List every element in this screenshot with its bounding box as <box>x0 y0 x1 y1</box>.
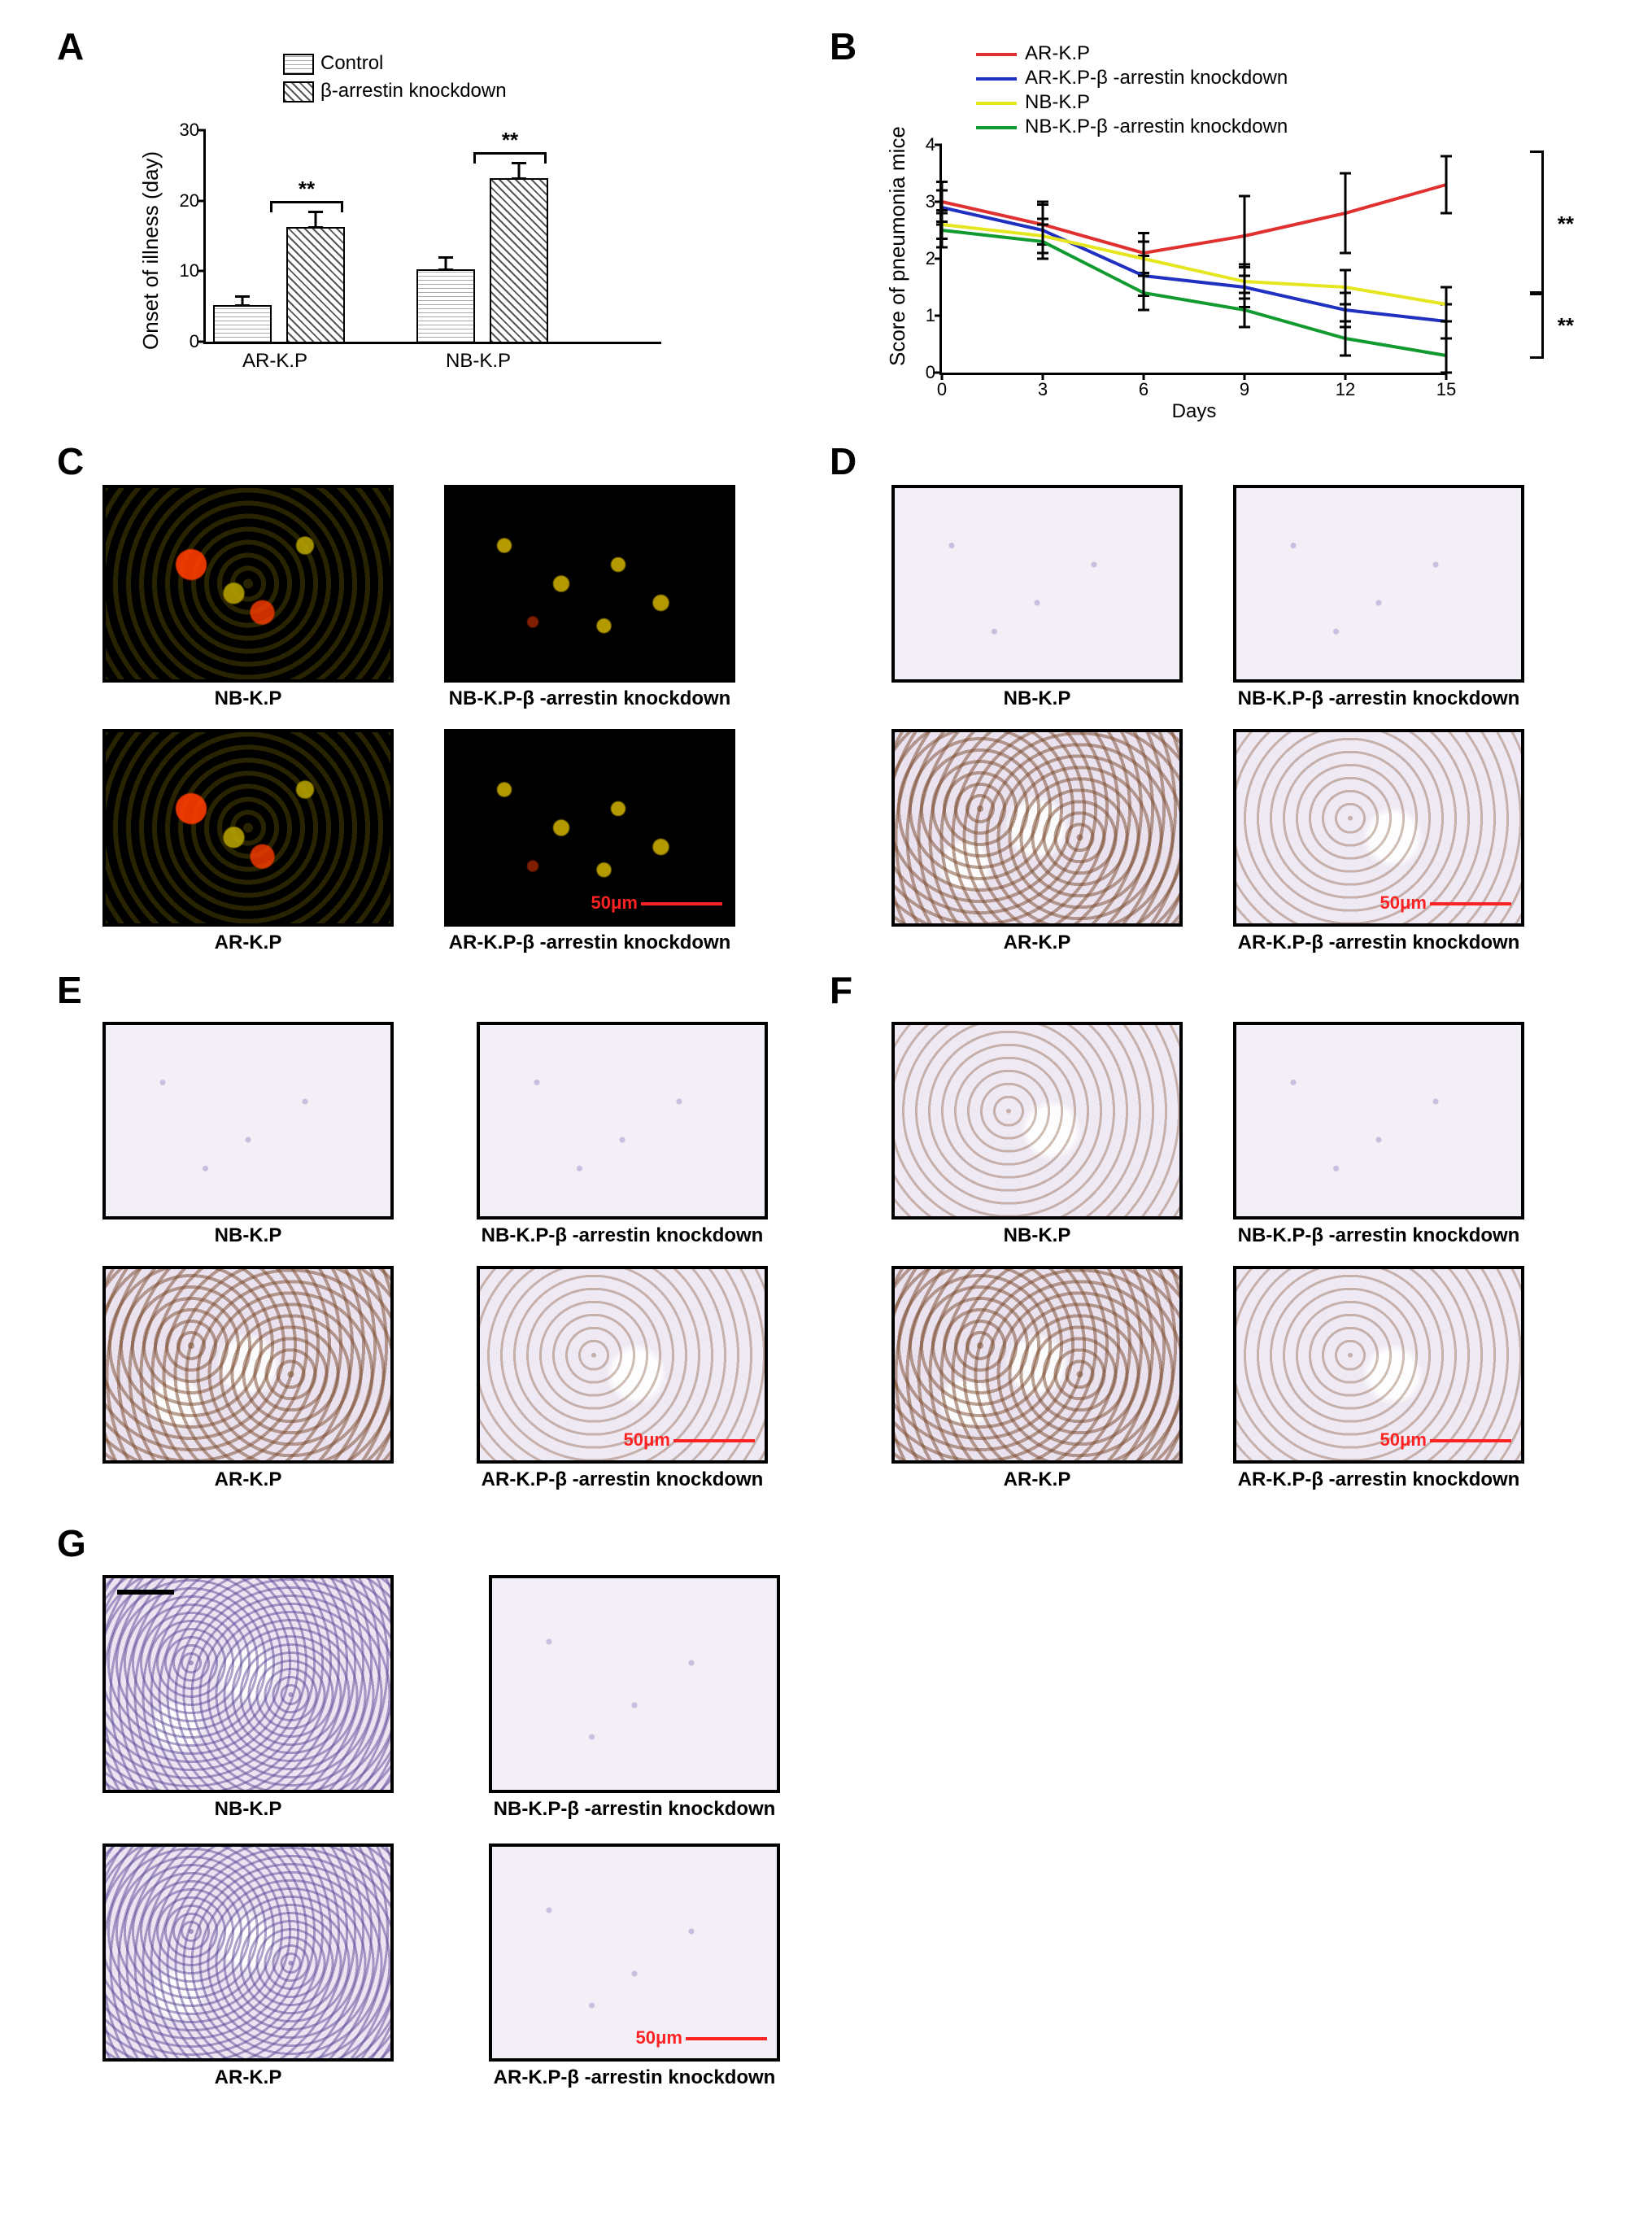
panel-label-B: B <box>830 24 857 68</box>
legend-control: Control <box>320 52 383 74</box>
panel-A-bar-chart: Control β-arrestin knockdown 0102030AR-K.P… <box>106 49 691 399</box>
panelB-legend-nb_kd_dot: NB-K.P-β -arrestin knockdown <box>1025 116 1288 137</box>
panelG-image-ar_kd: AR-K.P-β -arrestin knockdown50μm <box>492 1847 777 2058</box>
panelG-black-scalebar <box>117 1590 174 1595</box>
panelC-scalebar: 50μm <box>590 891 725 915</box>
panelA-bar-NB-K.P-control <box>418 271 473 342</box>
panelB-plot: 0123403691215Days <box>939 145 1446 375</box>
panelE-caption-ar: AR-K.P <box>106 1468 390 1491</box>
panelB-svg <box>942 145 1446 373</box>
panelB-legend-ar_kd_dot: AR-K.P-β -arrestin knockdown <box>1025 67 1288 89</box>
panelF-caption-nb: NB-K.P <box>895 1224 1179 1247</box>
panelG-scalebar: 50μm <box>634 2026 769 2050</box>
panelG-caption-nb_kd: NB-K.P-β -arrestin knockdown <box>492 1798 777 1821</box>
panelB-sig: ** ** <box>1505 151 1594 362</box>
panelC-caption-ar: AR-K.P <box>106 932 390 954</box>
panelB-legend-ar_dot: AR-K.P <box>1025 42 1090 64</box>
panelB-ylabel: Score of pneumonia mice <box>885 126 910 366</box>
panelG-caption-ar: AR-K.P <box>106 2066 390 2089</box>
panelC-image-nb_kd: NB-K.P-β -arrestin knockdown <box>447 488 732 679</box>
panelA-sig-bracket: ** <box>270 191 343 216</box>
panelA-xlabel-AR-K.P: AR-K.P <box>242 350 307 373</box>
legend-kd: β-arrestin knockdown <box>320 80 507 102</box>
panelF-caption-nb_kd: NB-K.P-β -arrestin knockdown <box>1236 1224 1521 1247</box>
panelA-xlabel-NB-K.P: NB-K.P <box>446 350 511 373</box>
panelE-scalebar: 50μm <box>622 1428 757 1452</box>
panelB-line-ar_dot <box>942 185 1446 253</box>
panelA-bar-NB-K.P-kd <box>491 180 547 342</box>
panelB-line-ar_kd_dot <box>942 207 1446 321</box>
panelG-caption-ar_kd: AR-K.P-β -arrestin knockdown <box>492 2066 777 2089</box>
panelA-sig-bracket: ** <box>473 142 547 167</box>
panelB-legend: AR-K.PAR-K.P-β -arrestin knockdownNB-K.P… <box>976 41 1288 140</box>
panelG-image-ar: AR-K.P <box>106 1847 390 2058</box>
panelE-image-nb_kd: NB-K.P-β -arrestin knockdown <box>480 1025 765 1216</box>
panelE-caption-nb_kd: NB-K.P-β -arrestin knockdown <box>480 1224 765 1247</box>
panelA-legend: Control β-arrestin knockdown <box>285 52 507 103</box>
panel-label-E: E <box>57 968 82 1012</box>
panelC-image-ar: AR-K.P <box>106 732 390 923</box>
panelD-image-ar: AR-K.P <box>895 732 1179 923</box>
panelB-legend-nb_dot: NB-K.P <box>1025 91 1090 113</box>
panelD-caption-ar: AR-K.P <box>895 932 1179 954</box>
panelD-caption-nb: NB-K.P <box>895 687 1179 710</box>
panelA-bar-AR-K.P-control <box>215 307 270 342</box>
panelD-caption-ar_kd: AR-K.P-β -arrestin knockdown <box>1236 932 1521 954</box>
panelD-image-nb: NB-K.P <box>895 488 1179 679</box>
panelG-image-nb_kd: NB-K.P-β -arrestin knockdown <box>492 1578 777 1790</box>
panelA-bar-AR-K.P-kd <box>288 229 343 342</box>
panelB-line-nb_dot <box>942 225 1446 304</box>
panelA-plot: 0102030AR-K.PNB-K.P ** ** <box>203 130 661 344</box>
panelD-caption-nb_kd: NB-K.P-β -arrestin knockdown <box>1236 687 1521 710</box>
panelD-scalebar: 50μm <box>1379 891 1514 915</box>
panelA-ylabel: Onset of illness (day) <box>138 151 163 350</box>
panelF-image-ar: AR-K.P <box>895 1269 1179 1460</box>
panel-label-C: C <box>57 439 84 483</box>
panelF-caption-ar_kd: AR-K.P-β -arrestin knockdown <box>1236 1468 1521 1491</box>
panelF-image-nb: NB-K.P <box>895 1025 1179 1216</box>
panelE-caption-ar_kd: AR-K.P-β -arrestin knockdown <box>480 1468 765 1491</box>
panelF-image-nb_kd: NB-K.P-β -arrestin knockdown <box>1236 1025 1521 1216</box>
panel-label-F: F <box>830 968 852 1012</box>
panel-label-D: D <box>830 439 857 483</box>
panelF-scalebar: 50μm <box>1379 1428 1514 1452</box>
panelF-caption-ar: AR-K.P <box>895 1468 1179 1491</box>
panelE-image-ar: AR-K.P <box>106 1269 390 1460</box>
panelD-image-nb_kd: NB-K.P-β -arrestin knockdown <box>1236 488 1521 679</box>
panelC-image-ar_kd: AR-K.P-β -arrestin knockdown50μm <box>447 732 732 923</box>
panelC-caption-ar_kd: AR-K.P-β -arrestin knockdown <box>447 932 732 954</box>
panelC-caption-nb: NB-K.P <box>106 687 390 710</box>
panelE-image-nb: NB-K.P <box>106 1025 390 1216</box>
panelG-image-nb: NB-K.P <box>106 1578 390 1790</box>
panelC-image-nb: NB-K.P <box>106 488 390 679</box>
panel-B-line-chart: AR-K.PAR-K.P-β -arrestin knockdownNB-K.P… <box>862 41 1570 391</box>
panelF-image-ar_kd: AR-K.P-β -arrestin knockdown50μm <box>1236 1269 1521 1460</box>
panel-label-G: G <box>57 1521 86 1565</box>
panelE-caption-nb: NB-K.P <box>106 1224 390 1247</box>
panelG-caption-nb: NB-K.P <box>106 1798 390 1821</box>
panel-label-A: A <box>57 24 84 68</box>
panelE-image-ar_kd: AR-K.P-β -arrestin knockdown50μm <box>480 1269 765 1460</box>
panelD-image-ar_kd: AR-K.P-β -arrestin knockdown50μm <box>1236 732 1521 923</box>
panelC-caption-nb_kd: NB-K.P-β -arrestin knockdown <box>447 687 732 710</box>
